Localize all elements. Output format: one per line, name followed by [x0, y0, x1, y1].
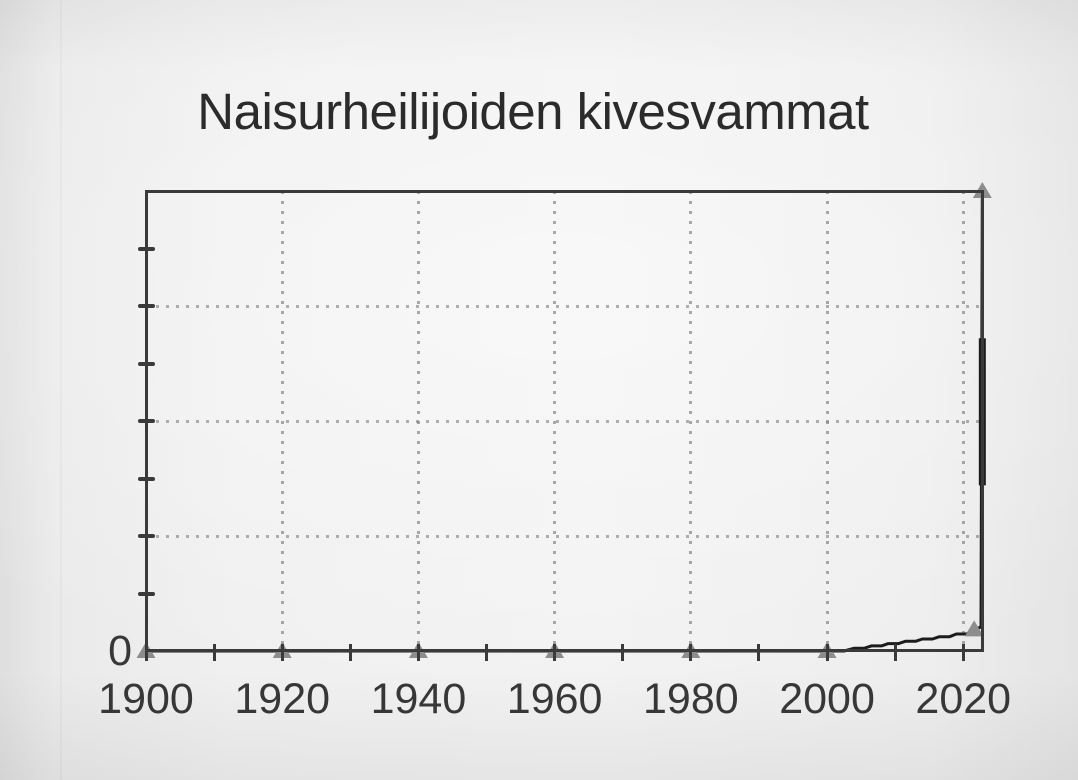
chart-title: Naisurheilijoiden kivesvammat [197, 83, 869, 140]
x-tick [893, 644, 897, 661]
y-grid-line [146, 419, 983, 423]
plot-spine-right [981, 190, 984, 652]
x-tick [961, 644, 965, 661]
x-tick-label: 1900 [98, 675, 194, 723]
x-tick [621, 644, 625, 661]
x-tick [144, 644, 148, 661]
x-tick [212, 644, 216, 661]
plot-spine-top [145, 190, 984, 193]
x-tick-label: 1980 [642, 675, 739, 723]
plot-spine-bottom [145, 649, 984, 652]
series-line [146, 190, 984, 653]
x-tick-label: 1940 [370, 675, 467, 723]
x-tick-label: 2000 [779, 675, 875, 723]
x-tick [553, 644, 557, 661]
y-grid-line [146, 534, 983, 538]
data-series-svg [136, 182, 992, 658]
x-tick [280, 644, 284, 661]
x-tick [689, 644, 693, 661]
y-tick-label-zero: 0 [108, 627, 132, 675]
x-tick-label: 1920 [234, 675, 331, 723]
x-tick [757, 644, 761, 661]
y-grid-line [146, 304, 983, 308]
plot-area [136, 182, 992, 661]
triangle-marker [964, 620, 984, 637]
x-tick [485, 644, 489, 661]
x-tick [825, 644, 829, 661]
x-tick [348, 644, 352, 661]
x-tick-label: 1960 [506, 675, 603, 723]
x-tick [416, 644, 420, 661]
x-tick-label: 2020 [915, 675, 1012, 723]
plot-spine-left [145, 190, 148, 652]
